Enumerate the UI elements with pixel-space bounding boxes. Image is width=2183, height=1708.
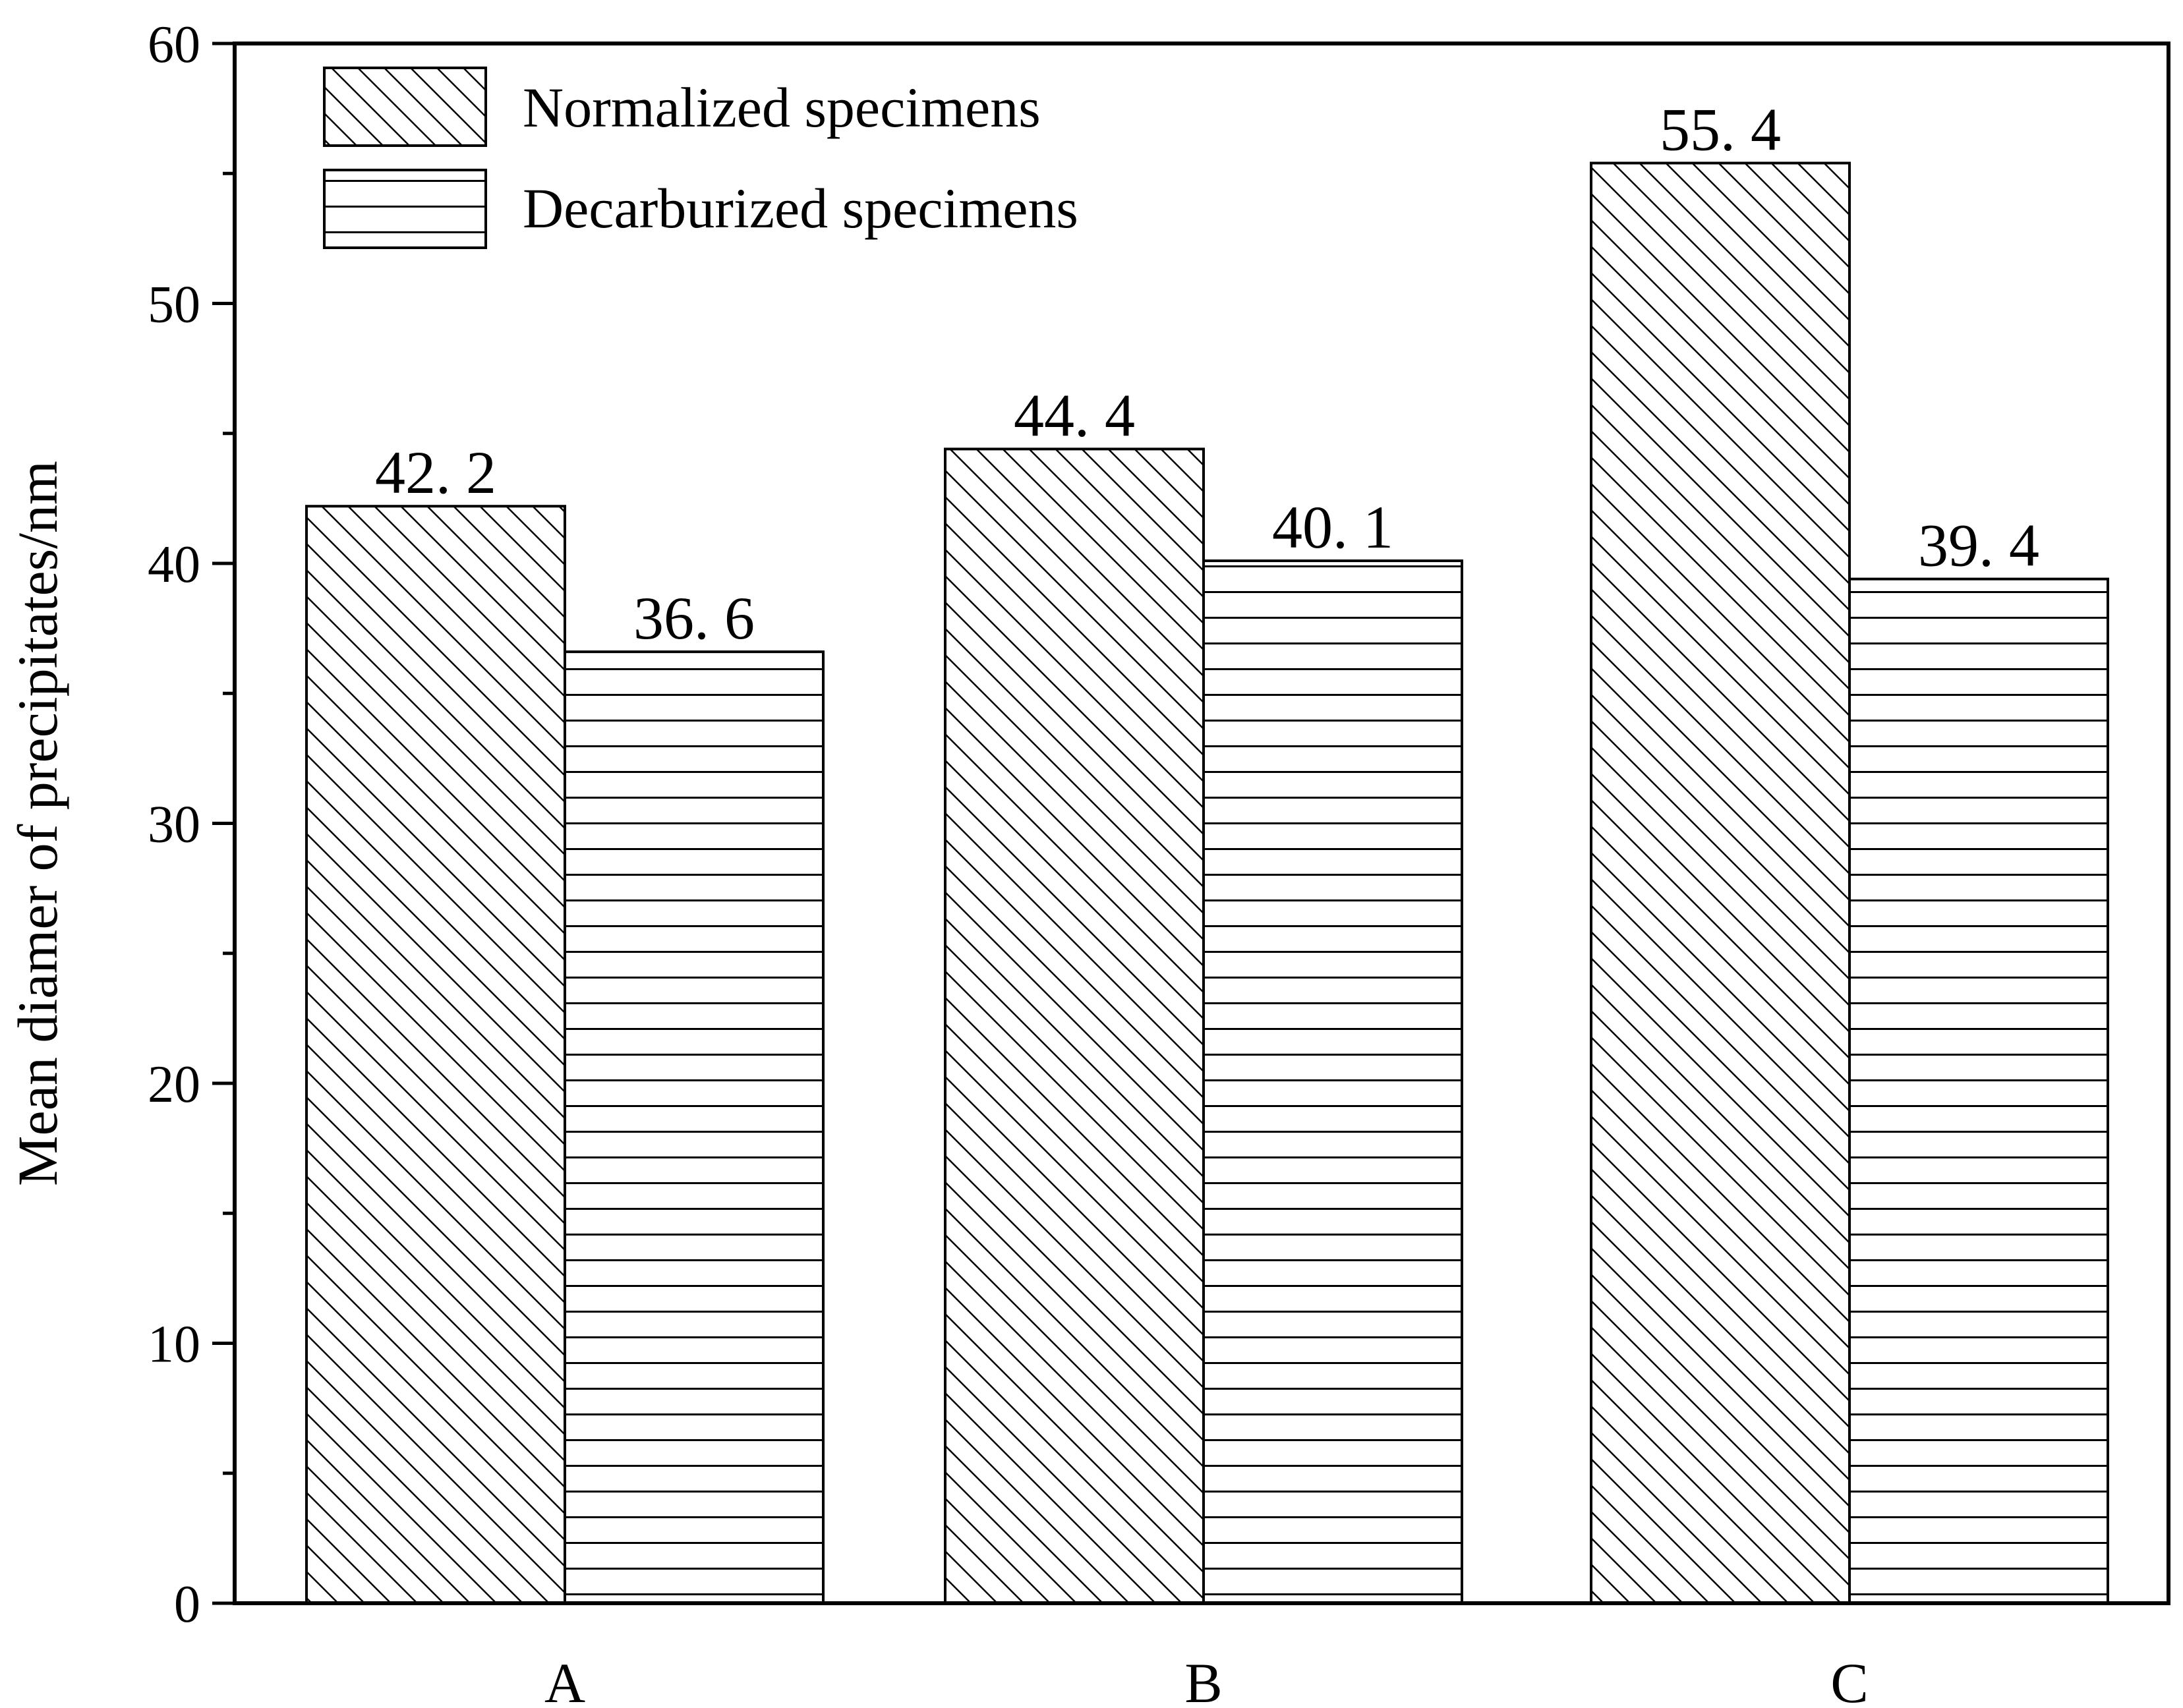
y-tick-label: 60 bbox=[148, 16, 200, 74]
bar-normalized-c bbox=[1590, 161, 1851, 1605]
legend: Normalized specimens Decarburized specim… bbox=[323, 67, 1078, 249]
x-category-label-a: A bbox=[544, 1651, 585, 1708]
y-tick-label: 50 bbox=[148, 276, 200, 334]
y-tick-label: 40 bbox=[148, 536, 200, 594]
y-axis-ticks bbox=[212, 42, 235, 1605]
y-axis-tick-labels: 0 10 20 30 40 50 60 bbox=[148, 16, 200, 1634]
x-axis-category-labels: A B C bbox=[544, 1651, 1869, 1708]
bar-normalized-b bbox=[944, 447, 1205, 1605]
bars-layer bbox=[305, 161, 2109, 1605]
y-tick-label: 0 bbox=[174, 1576, 200, 1634]
bar-decarburized-a bbox=[564, 650, 825, 1605]
y-tick-label: 10 bbox=[148, 1316, 200, 1374]
legend-swatch-decarburized bbox=[323, 169, 487, 249]
x-category-label-c: C bbox=[1830, 1651, 1868, 1708]
data-label-decarburized-b: 40. 1 bbox=[1272, 494, 1393, 561]
bar-decarburized-c bbox=[1848, 577, 2109, 1605]
data-label-normalized-b: 44. 4 bbox=[1014, 382, 1135, 449]
y-axis-title-group: Mean diamer of precipitates/nm bbox=[6, 461, 69, 1186]
plot-frame bbox=[233, 42, 2170, 1605]
bar-normalized-a bbox=[305, 505, 566, 1605]
legend-label-decarburized: Decarburized specimens bbox=[523, 177, 1078, 240]
data-label-decarburized-a: 36. 6 bbox=[633, 584, 755, 652]
y-tick-label: 30 bbox=[148, 796, 200, 854]
data-label-normalized-a: 42. 2 bbox=[375, 439, 496, 506]
legend-label-normalized: Normalized specimens bbox=[523, 76, 1041, 139]
x-category-label-b: B bbox=[1184, 1651, 1222, 1708]
data-label-decarburized-c: 39. 4 bbox=[1918, 512, 2039, 579]
legend-swatch-normalized bbox=[323, 67, 487, 147]
bar-decarburized-b bbox=[1202, 559, 1463, 1605]
y-tick-label: 20 bbox=[148, 1056, 200, 1114]
data-label-normalized-c: 55. 4 bbox=[1660, 96, 1781, 163]
data-labels: 42. 2 36. 6 44. 4 40. 1 55. 4 39. 4 bbox=[375, 96, 2039, 652]
y-axis-title: Mean diamer of precipitates/nm bbox=[6, 461, 69, 1186]
